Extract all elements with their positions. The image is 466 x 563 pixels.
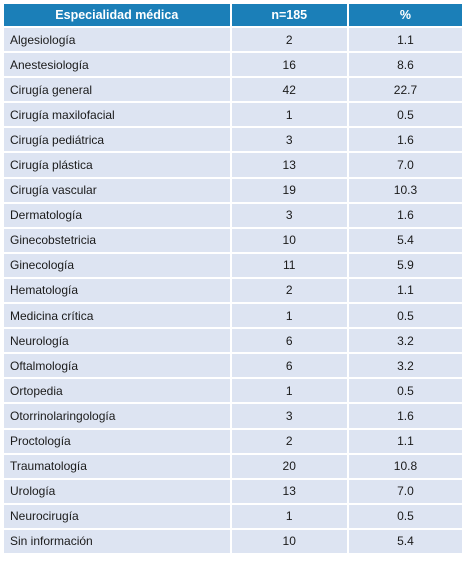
table-row: Dermatología 3 1.6 — [4, 203, 462, 227]
table-row: Sin información 10 5.4 — [4, 529, 462, 553]
cell-percent: 1.1 — [348, 429, 462, 453]
cell-specialty: Traumatología — [4, 454, 230, 478]
table-row: Hematología 2 1.1 — [4, 278, 462, 303]
cell-count: 3 — [231, 404, 347, 428]
cell-specialty: Hematología — [4, 278, 230, 303]
cell-percent: 5.4 — [348, 228, 462, 252]
cell-percent: 22.7 — [348, 78, 462, 102]
cell-count: 10 — [231, 529, 347, 553]
cell-count: 20 — [231, 454, 347, 478]
cell-percent: 5.4 — [348, 529, 462, 553]
table-header: Especialidad médica n=185 % — [4, 4, 462, 26]
table-row: Otorrinolaringología 3 1.6 — [4, 404, 462, 428]
cell-count: 6 — [231, 354, 347, 378]
cell-percent: 8.6 — [348, 53, 462, 77]
cell-count: 13 — [231, 153, 347, 177]
cell-specialty: Oftalmología — [4, 354, 230, 378]
cell-count: 42 — [231, 78, 347, 102]
cell-percent: 3.2 — [348, 329, 462, 353]
cell-percent: 1.6 — [348, 404, 462, 428]
cell-count: 16 — [231, 53, 347, 77]
cell-specialty: Cirugía general — [4, 78, 230, 102]
cell-count: 6 — [231, 329, 347, 353]
table-row: Neurología 6 3.2 — [4, 329, 462, 353]
table-row: Cirugía vascular 19 10.3 — [4, 178, 462, 202]
cell-specialty: Anestesiología — [4, 53, 230, 77]
table-row: Medicina crítica 1 0.5 — [4, 304, 462, 328]
cell-percent: 1.6 — [348, 128, 462, 152]
cell-specialty: Cirugía vascular — [4, 178, 230, 202]
cell-specialty: Neurología — [4, 329, 230, 353]
cell-specialty: Otorrinolaringología — [4, 404, 230, 428]
cell-count: 11 — [231, 253, 347, 277]
cell-specialty: Ortopedia — [4, 379, 230, 403]
cell-percent: 1.6 — [348, 203, 462, 227]
cell-count: 1 — [231, 504, 347, 528]
cell-percent: 0.5 — [348, 504, 462, 528]
table-row: Cirugía maxilofacial 1 0.5 — [4, 103, 462, 127]
cell-specialty: Cirugía pediátrica — [4, 128, 230, 152]
table-body: Algesiología 2 1.1 Anestesiología 16 8.6 Cirug… — [4, 28, 462, 553]
column-header-percent: % — [348, 4, 462, 26]
table-row: Ortopedia 1 0.5 — [4, 379, 462, 403]
cell-specialty: Dermatología — [4, 203, 230, 227]
table-row: Ginecología 11 5.9 — [4, 253, 462, 277]
table-row: Anestesiología 16 8.6 — [4, 53, 462, 77]
cell-count: 1 — [231, 379, 347, 403]
cell-percent: 7.0 — [348, 153, 462, 177]
cell-percent: 1.1 — [348, 28, 462, 52]
table-row: Cirugía pediátrica 3 1.6 — [4, 128, 462, 152]
cell-specialty: Sin información — [4, 529, 230, 553]
column-header-count: n=185 — [231, 4, 347, 26]
cell-count: 2 — [231, 429, 347, 453]
cell-percent: 0.5 — [348, 103, 462, 127]
cell-percent: 5.9 — [348, 253, 462, 277]
cell-specialty: Urología — [4, 479, 230, 503]
cell-specialty: Algesiología — [4, 28, 230, 52]
cell-percent: 0.5 — [348, 304, 462, 328]
cell-percent: 7.0 — [348, 479, 462, 503]
table-row: Proctología 2 1.1 — [4, 429, 462, 453]
table-row: Traumatología 20 10.8 — [4, 454, 462, 478]
table-row: Urología 13 7.0 — [4, 479, 462, 503]
column-header-specialty: Especialidad médica — [4, 4, 230, 26]
cell-count: 19 — [231, 178, 347, 202]
cell-percent: 1.1 — [348, 278, 462, 303]
table-row: Cirugía general 42 22.7 — [4, 78, 462, 102]
cell-specialty: Neurocirugía — [4, 504, 230, 528]
table-row: Neurocirugía 1 0.5 — [4, 504, 462, 528]
cell-count: 3 — [231, 128, 347, 152]
cell-specialty: Ginecología — [4, 253, 230, 277]
specialty-table: Especialidad médica n=185 % Algesiología… — [2, 2, 464, 555]
table-row: Cirugía plástica 13 7.0 — [4, 153, 462, 177]
cell-count: 1 — [231, 304, 347, 328]
table-row: Algesiología 2 1.1 — [4, 28, 462, 52]
header-row: Especialidad médica n=185 % — [4, 4, 462, 26]
table-row: Ginecobstetricia 10 5.4 — [4, 228, 462, 252]
cell-percent: 10.8 — [348, 454, 462, 478]
cell-specialty: Cirugía plástica — [4, 153, 230, 177]
cell-count: 10 — [231, 228, 347, 252]
cell-count: 13 — [231, 479, 347, 503]
cell-percent: 0.5 — [348, 379, 462, 403]
cell-count: 2 — [231, 28, 347, 52]
cell-percent: 3.2 — [348, 354, 462, 378]
cell-specialty: Proctología — [4, 429, 230, 453]
cell-specialty: Cirugía maxilofacial — [4, 103, 230, 127]
cell-count: 1 — [231, 103, 347, 127]
cell-specialty: Ginecobstetricia — [4, 228, 230, 252]
cell-count: 3 — [231, 203, 347, 227]
table-row: Oftalmología 6 3.2 — [4, 354, 462, 378]
cell-count: 2 — [231, 278, 347, 303]
cell-percent: 10.3 — [348, 178, 462, 202]
cell-specialty: Medicina crítica — [4, 304, 230, 328]
